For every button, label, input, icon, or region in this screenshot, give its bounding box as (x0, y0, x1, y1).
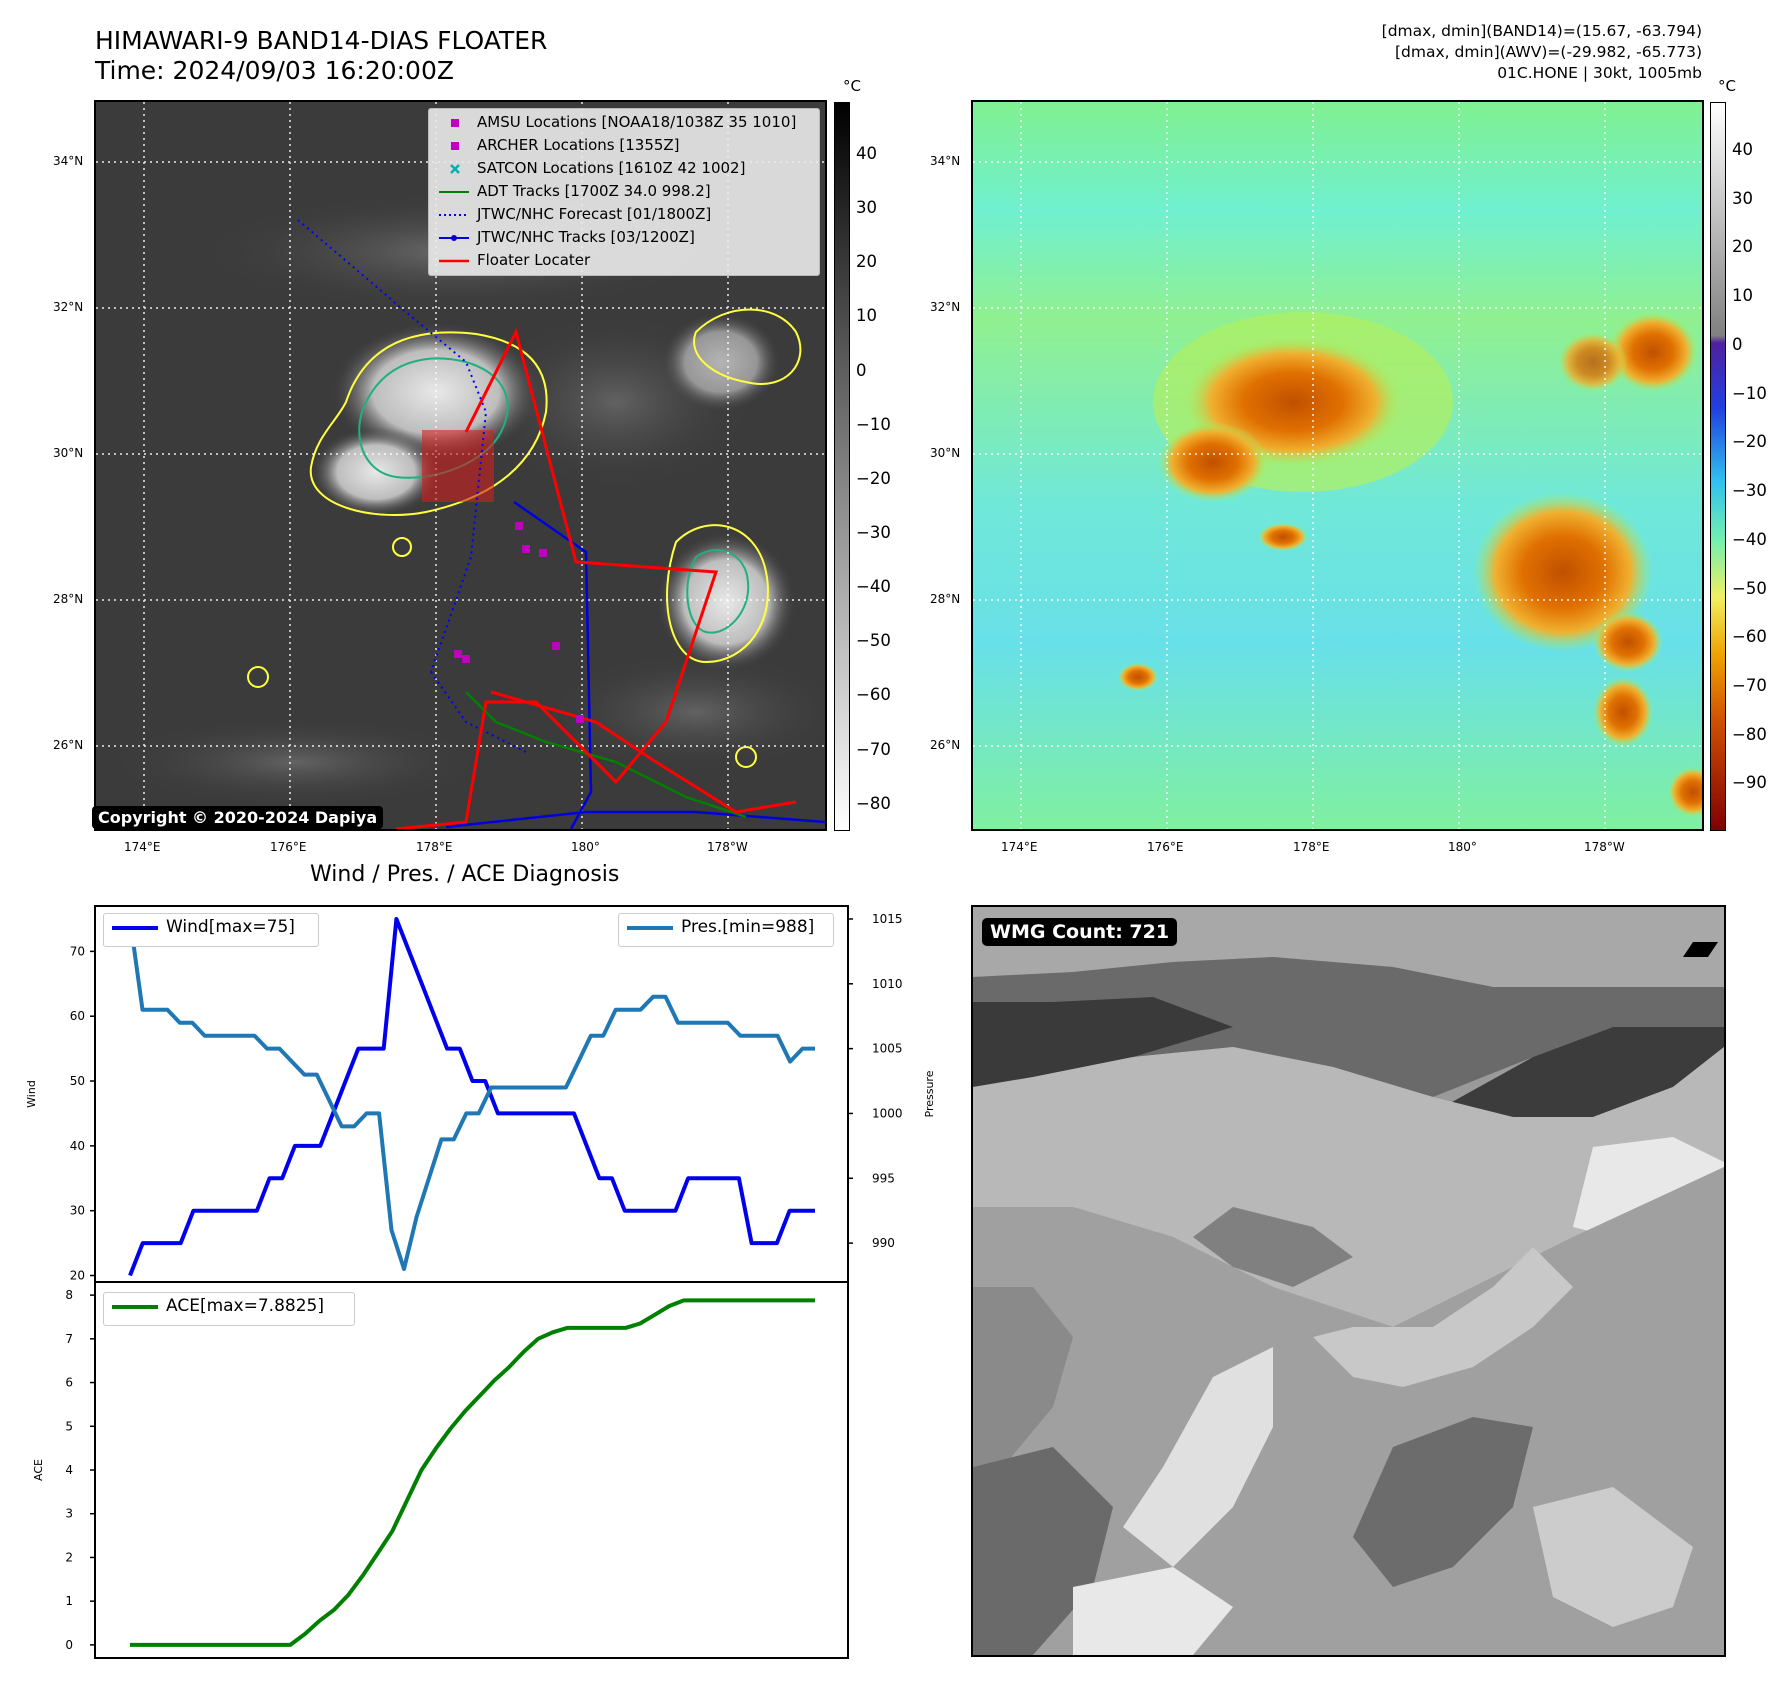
ir-colorbar-tick: 30 (856, 198, 877, 217)
lon-label: 178°E (416, 840, 453, 854)
wind-tick-label: 20 (70, 1269, 85, 1283)
lon-label: 174°E (124, 840, 161, 854)
wv-colorbar (1710, 102, 1726, 831)
wv-colorbar-tick: −60 (1732, 627, 1767, 646)
lat-label: 26°N (53, 738, 84, 752)
wv-colorbar-tick: −40 (1732, 530, 1767, 549)
pressure-tick-label: 990 (872, 1236, 895, 1250)
ace-legend: ACE[max=7.8825] (103, 1292, 355, 1326)
ir-colorbar-tick: 0 (856, 361, 867, 380)
ir-colorbar-tick: −30 (856, 523, 891, 542)
ir-colorbar-tick: 40 (856, 144, 877, 163)
lon-label: 180° (1448, 840, 1477, 854)
lat-label: 30°N (53, 446, 84, 460)
ir-colorbar-tick: 20 (856, 252, 877, 271)
ir-colorbar-tick: −60 (856, 685, 891, 704)
ace-tick-label: 1 (65, 1594, 73, 1608)
timestamp-title: Time: 2024/09/03 16:20:00Z (95, 56, 454, 85)
wv-colorbar-tick: 40 (1732, 140, 1753, 159)
ir-colorbar-tick: 10 (856, 306, 877, 325)
wind-tick-label: 30 (70, 1204, 85, 1218)
wv-colorbar-tick: −90 (1732, 773, 1767, 792)
ir-colorbar-tick: −40 (856, 577, 891, 596)
ace-tick-label: 8 (65, 1288, 73, 1302)
lon-label: 180° (571, 840, 600, 854)
wv-colorbar-tick: −50 (1732, 579, 1767, 598)
ace-tick-label: 5 (65, 1419, 73, 1433)
lat-label: 28°N (930, 592, 961, 606)
wv-colorbar-tick: −70 (1732, 676, 1767, 695)
lon-label: 178°E (1293, 840, 1330, 854)
wind-axis-label: Wind (25, 1080, 38, 1108)
pressure-tick-label: 1000 (872, 1106, 903, 1120)
wind-tick-label: 70 (70, 944, 85, 958)
ace-tick-label: 3 (65, 1507, 73, 1521)
lon-label: 178°W (707, 840, 748, 854)
ir-colorbar (834, 102, 850, 831)
pressure-tick-label: 1015 (872, 912, 903, 926)
wv-colorbar-tick: −20 (1732, 432, 1767, 451)
wv-map-image (973, 102, 1702, 829)
ace-frame (94, 1281, 849, 1659)
lat-label: 30°N (930, 446, 961, 460)
wind-tick-label: 50 (70, 1074, 85, 1088)
lat-label: 32°N (930, 300, 961, 314)
wmg-count-badge: WMG Count: 721 (982, 918, 1178, 946)
page-title: HIMAWARI-9 BAND14-DIAS FLOATER (95, 26, 548, 55)
wind-pressure-frame (94, 905, 849, 1283)
diagnosis-title: Wind / Pres. / ACE Diagnosis (310, 862, 620, 887)
pressure-tick-label: 1005 (872, 1042, 903, 1056)
pressure-tick-label: 995 (872, 1171, 895, 1185)
ace-tick-label: 4 (65, 1463, 73, 1477)
wv-colorbar-tick: 30 (1732, 189, 1753, 208)
wmg-image (973, 907, 1724, 1655)
lon-label: 176°E (270, 840, 307, 854)
wv-colorbar-tick: 10 (1732, 286, 1753, 305)
ir-colorbar-tick: −50 (856, 631, 891, 650)
map-legend: AMSU Locations [NOAA18/1038Z 35 1010] AR… (428, 108, 820, 276)
ir-colorbar-tick: −10 (856, 415, 891, 434)
ace-series-line (130, 1298, 815, 1647)
wv-colorbar-tick: 20 (1732, 237, 1753, 256)
ace-tick-label: 2 (65, 1550, 73, 1564)
pressure-legend: Pres.[min=988] (618, 913, 834, 947)
wv-map-panel (971, 100, 1704, 831)
lon-label: 178°W (1584, 840, 1625, 854)
pressure-tick-label: 1010 (872, 977, 903, 991)
storm-summary: 01C.HONE | 30kt, 1005mb (1497, 64, 1702, 82)
wind-legend: Wind[max=75] (103, 913, 319, 947)
lat-label: 28°N (53, 592, 84, 606)
lon-label: 176°E (1147, 840, 1184, 854)
wind-tick-label: 60 (70, 1009, 85, 1023)
lon-label: 174°E (1001, 840, 1038, 854)
ir-colorbar-tick: −70 (856, 740, 891, 759)
wv-colorbar-tick: −10 (1732, 384, 1767, 403)
ace-tick-label: 6 (65, 1376, 73, 1390)
pressure-axis-label: Pressure (923, 1070, 936, 1117)
wv-colorbar-tick: −30 (1732, 481, 1767, 500)
ace-axis-label: ACE (32, 1459, 45, 1481)
wv-colorbar-tick: −80 (1732, 725, 1767, 744)
wv-colorbar-unit: °C (1718, 77, 1736, 95)
lat-label: 26°N (930, 738, 961, 752)
lat-label: 32°N (53, 300, 84, 314)
ace-tick-label: 0 (65, 1638, 73, 1652)
wind-series-line (128, 917, 815, 1277)
ir-colorbar-tick: −20 (856, 469, 891, 488)
wv-colorbar-tick: 0 (1732, 335, 1743, 354)
pressure-series-line (128, 918, 815, 1271)
ir-colorbar-tick: −80 (856, 794, 891, 813)
wind-tick-label: 40 (70, 1139, 85, 1153)
lat-label: 34°N (53, 154, 84, 168)
band14-range: [dmax, dmin](BAND14)=(15.67, -63.794) (1381, 22, 1702, 40)
wmg-panel (971, 905, 1726, 1657)
copyright-badge: Copyright © 2020-2024 Dapiya (92, 806, 384, 829)
ir-colorbar-unit: °C (843, 77, 861, 95)
awv-range: [dmax, dmin](AWV)=(-29.982, -65.773) (1395, 43, 1702, 61)
ace-tick-label: 7 (65, 1332, 73, 1346)
lat-label: 34°N (930, 154, 961, 168)
